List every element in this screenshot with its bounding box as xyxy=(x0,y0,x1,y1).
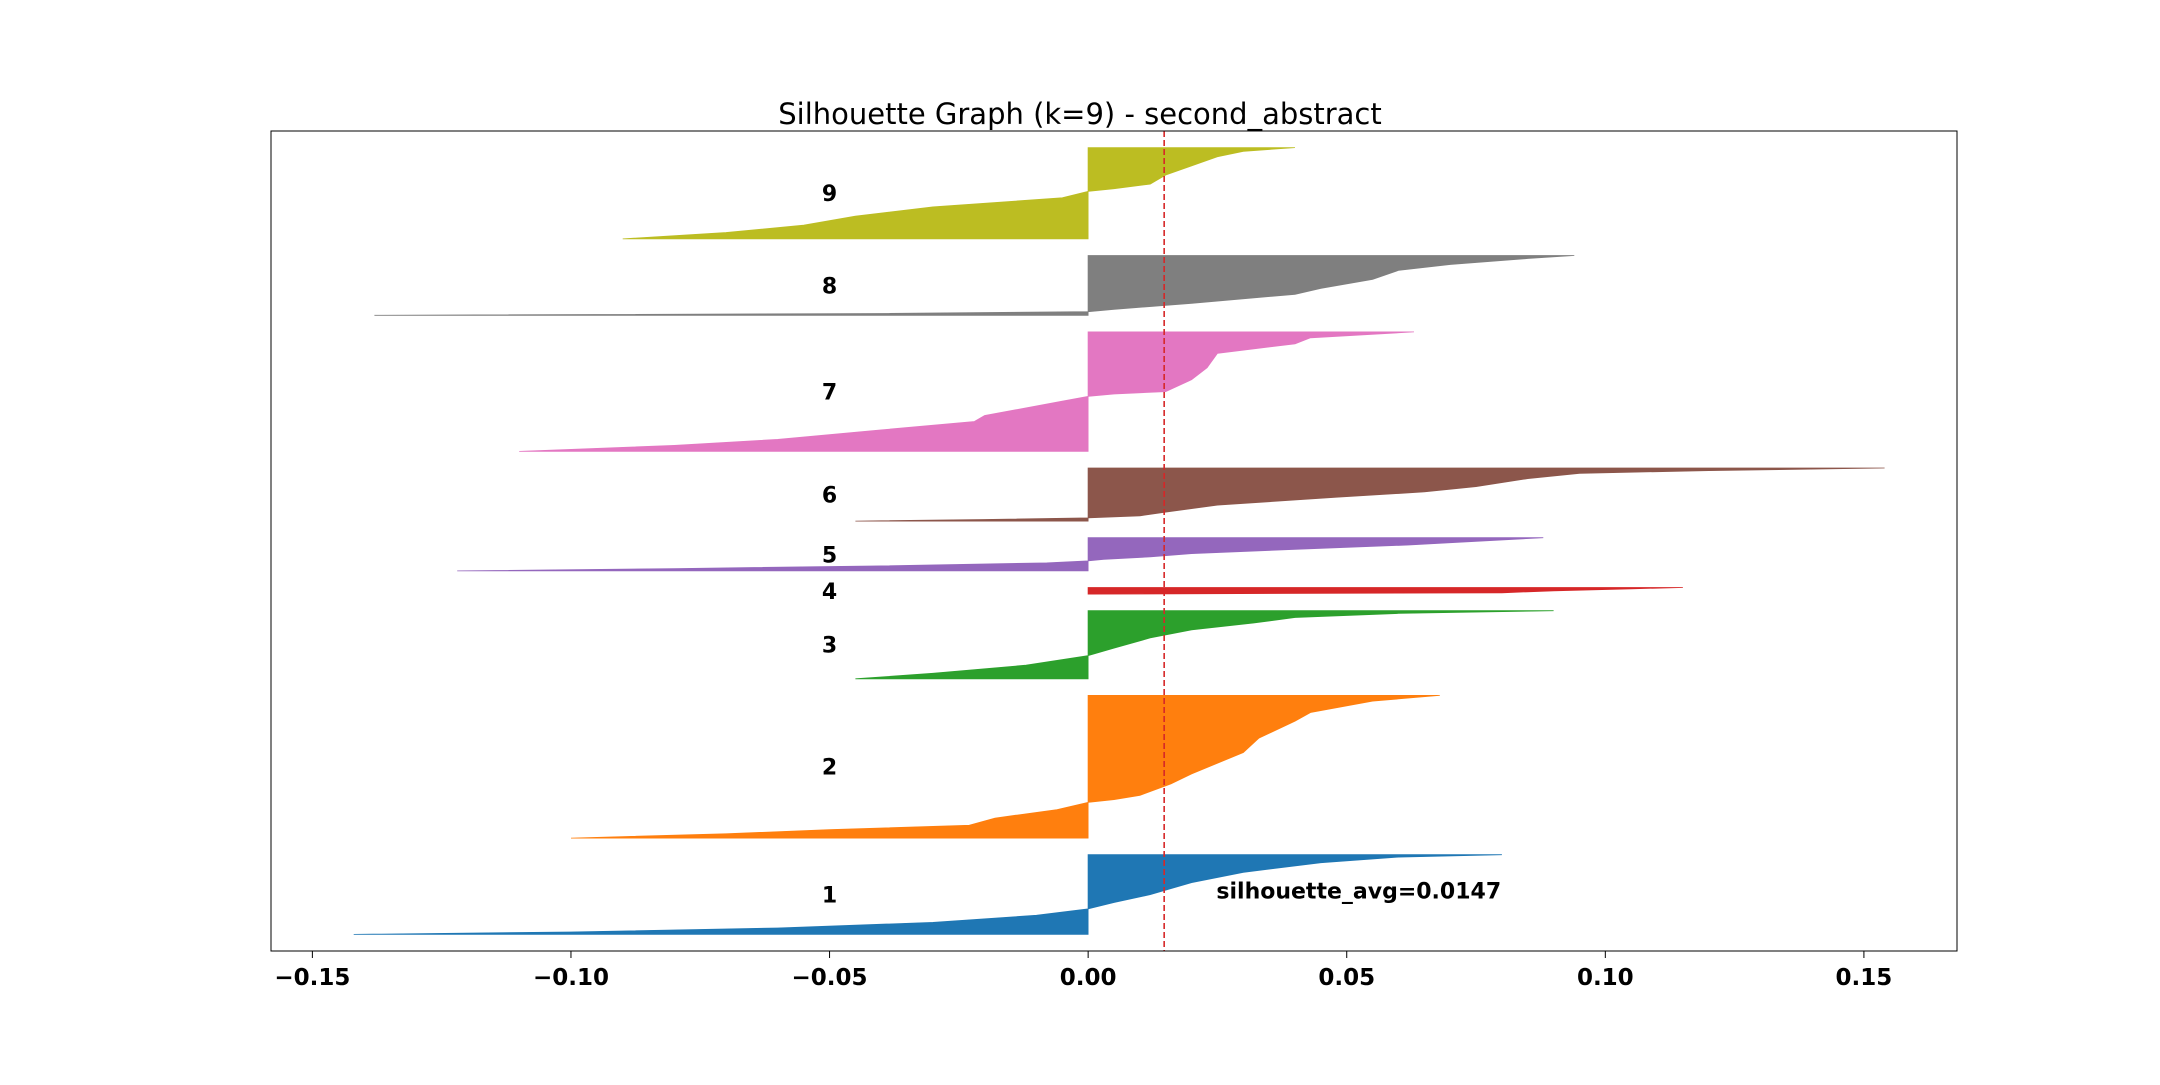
cluster-label-9: 9 xyxy=(822,182,837,207)
cluster-7-silhouette xyxy=(519,331,1415,452)
cluster-6-silhouette xyxy=(855,467,1885,522)
cluster-2-silhouette xyxy=(570,695,1440,839)
x-tick-label: 0.00 xyxy=(1060,965,1117,991)
cluster-3-silhouette xyxy=(855,610,1554,680)
cluster-label-4: 4 xyxy=(822,580,837,605)
x-tick-label: 0.15 xyxy=(1836,965,1893,991)
cluster-label-8: 8 xyxy=(822,274,837,299)
cluster-9-silhouette xyxy=(622,147,1296,240)
plot-frame xyxy=(270,130,1958,952)
cluster-label-3: 3 xyxy=(822,634,837,659)
cluster-label-2: 2 xyxy=(822,756,837,781)
cluster-label-1: 1 xyxy=(822,884,837,909)
x-tick-label: −0.10 xyxy=(533,965,609,991)
cluster-label-7: 7 xyxy=(822,381,837,406)
x-tick-label: −0.15 xyxy=(274,965,350,991)
x-axis: −0.15 −0.10 −0.05 0.00 0.05 0.10 0.15 xyxy=(274,951,1892,991)
x-tick-label: 0.10 xyxy=(1577,965,1634,991)
cluster-label-5: 5 xyxy=(822,543,837,568)
silhouette-avg-annotation: silhouette_avg=0.0147 xyxy=(1216,880,1501,905)
x-tick-label: 0.05 xyxy=(1318,965,1375,991)
cluster-8-silhouette xyxy=(374,255,1575,316)
cluster-4-silhouette xyxy=(1087,587,1683,595)
cluster-5-silhouette xyxy=(457,537,1544,572)
chart-title: Silhouette Graph (k=9) - second_abstract xyxy=(778,97,1382,131)
cluster-label-6: 6 xyxy=(822,484,837,509)
clusters-layer: 1 2 3 4 5 6 7 8 9 xyxy=(353,147,1885,935)
cluster-1-silhouette xyxy=(353,854,1502,935)
x-tick-label: −0.05 xyxy=(792,965,868,991)
